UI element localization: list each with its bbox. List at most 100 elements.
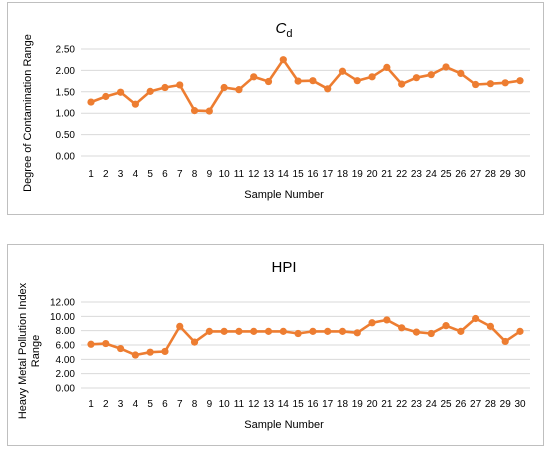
hpi-x-tick-label: 10 bbox=[219, 399, 231, 410]
hpi-data-point bbox=[176, 322, 184, 330]
cd-data-point bbox=[279, 56, 287, 64]
cd-data-point bbox=[176, 81, 184, 89]
hpi-data-point bbox=[205, 327, 213, 335]
cd-x-tick-label: 21 bbox=[381, 169, 393, 180]
hpi-data-point bbox=[516, 327, 524, 335]
cd-data-point bbox=[383, 63, 391, 72]
cd-data-point bbox=[516, 77, 524, 85]
cd-x-tick-label: 4 bbox=[133, 169, 139, 180]
cd-data-point bbox=[190, 107, 199, 115]
cd-data-point bbox=[324, 85, 332, 93]
hpi-y-tick-label: 12.00 bbox=[50, 298, 75, 309]
cd-data-point bbox=[412, 74, 421, 82]
cd-x-tick-label: 18 bbox=[337, 169, 349, 180]
cd-data-point bbox=[102, 92, 110, 101]
cd-y-tick-label: 2.00 bbox=[56, 66, 76, 77]
cd-chart-title: Cd bbox=[276, 20, 293, 40]
cd-data-point bbox=[501, 79, 509, 87]
hpi-x-tick-label: 3 bbox=[118, 399, 124, 410]
cd-x-tick-label: 7 bbox=[177, 169, 183, 180]
hpi-series-line bbox=[90, 317, 521, 357]
hpi-x-tick-label: 2 bbox=[103, 399, 109, 410]
hpi-x-tick-label: 6 bbox=[162, 399, 168, 410]
cd-x-tick-label: 29 bbox=[500, 169, 512, 180]
hpi-data-point bbox=[87, 340, 95, 348]
cd-x-tick-label: 12 bbox=[248, 169, 260, 180]
cd-data-point bbox=[131, 100, 139, 108]
hpi-data-point bbox=[146, 348, 154, 356]
hpi-y-tick-label: 10.00 bbox=[50, 312, 75, 323]
hpi-data-point bbox=[324, 327, 332, 335]
cd-x-tick-label: 6 bbox=[162, 169, 168, 180]
cd-x-tick-label: 14 bbox=[278, 169, 290, 180]
hpi-x-tick-label: 14 bbox=[278, 399, 290, 410]
cd-x-tick-label: 17 bbox=[322, 169, 334, 180]
cd-y-tick-label: 2.50 bbox=[56, 45, 76, 56]
cd-data-point bbox=[472, 80, 480, 89]
cd-data-point bbox=[353, 77, 361, 85]
cd-x-axis-title: Sample Number bbox=[244, 189, 324, 201]
hpi-x-tick-label: 4 bbox=[133, 399, 139, 410]
cd-data-point bbox=[442, 63, 450, 71]
cd-x-tick-label: 23 bbox=[411, 169, 423, 180]
cd-data-point bbox=[427, 71, 435, 79]
cd-x-tick-label: 24 bbox=[426, 169, 438, 180]
cd-data-point bbox=[264, 77, 273, 86]
cd-data-point bbox=[205, 107, 213, 115]
cd-data-point bbox=[146, 87, 154, 95]
hpi-data-point bbox=[442, 322, 450, 330]
hpi-x-tick-label: 26 bbox=[455, 399, 467, 410]
hpi-x-tick-label: 11 bbox=[234, 399, 245, 410]
cd-x-tick-label: 8 bbox=[192, 169, 198, 180]
hpi-y-tick-label: 4.00 bbox=[56, 355, 76, 366]
cd-x-tick-label: 1 bbox=[88, 169, 94, 180]
hpi-data-point bbox=[368, 319, 376, 327]
cd-x-tick-label: 16 bbox=[307, 169, 319, 180]
hpi-data-point bbox=[383, 316, 391, 324]
cd-x-tick-label: 25 bbox=[440, 169, 452, 180]
hpi-data-point bbox=[501, 337, 509, 346]
hpi-data-point bbox=[102, 339, 110, 348]
hpi-x-tick-label: 29 bbox=[500, 399, 512, 410]
cd-data-point bbox=[309, 77, 317, 85]
hpi-x-tick-label: 23 bbox=[411, 399, 423, 410]
hpi-data-point bbox=[338, 327, 347, 335]
cd-data-point bbox=[294, 77, 302, 85]
hpi-y-tick-label: 8.00 bbox=[56, 326, 76, 337]
hpi-y-axis-title-line2: Range bbox=[30, 335, 42, 367]
hpi-y-tick-label: 6.00 bbox=[56, 341, 76, 352]
cd-x-tick-label: 27 bbox=[470, 169, 482, 180]
cd-chart-panel: Cd 0.00 0.50 1.00 1.50 2.00 2.50 1 2 3 4 5 6 7 8 9 10 1… bbox=[7, 2, 544, 215]
hpi-data-point bbox=[116, 344, 125, 353]
cd-data-point bbox=[368, 73, 376, 81]
hpi-data-point bbox=[235, 327, 243, 335]
cd-y-axis-title: Degree of Contamination Range bbox=[22, 34, 34, 192]
cd-x-tick-label: 19 bbox=[352, 169, 364, 180]
cd-x-tick-label: 9 bbox=[207, 169, 213, 180]
hpi-y-tick-label: 0.00 bbox=[56, 384, 76, 395]
hpi-x-tick-label: 30 bbox=[514, 399, 526, 410]
hpi-data-point bbox=[264, 327, 273, 335]
hpi-data-point bbox=[353, 329, 361, 337]
hpi-data-point bbox=[309, 327, 317, 335]
cd-series-line bbox=[90, 58, 521, 113]
hpi-x-tick-label: 28 bbox=[485, 399, 497, 410]
cd-x-tick-label: 5 bbox=[147, 169, 153, 180]
hpi-data-point bbox=[190, 338, 199, 346]
cd-y-tick-label: 1.00 bbox=[56, 109, 76, 120]
cd-data-point bbox=[220, 83, 228, 92]
hpi-x-tick-label: 19 bbox=[352, 399, 364, 410]
hpi-x-tick-label: 7 bbox=[177, 399, 183, 410]
hpi-x-tick-label: 27 bbox=[470, 399, 482, 410]
hpi-data-point bbox=[412, 328, 421, 336]
hpi-data-point bbox=[294, 329, 302, 338]
cd-y-tick-label: 0.00 bbox=[56, 152, 76, 163]
cd-data-point bbox=[486, 80, 495, 88]
cd-x-tick-label: 13 bbox=[263, 169, 275, 180]
hpi-x-tick-label: 12 bbox=[248, 399, 260, 410]
cd-data-point bbox=[398, 80, 406, 88]
hpi-data-point bbox=[486, 322, 495, 330]
hpi-x-tick-label: 22 bbox=[396, 399, 408, 410]
